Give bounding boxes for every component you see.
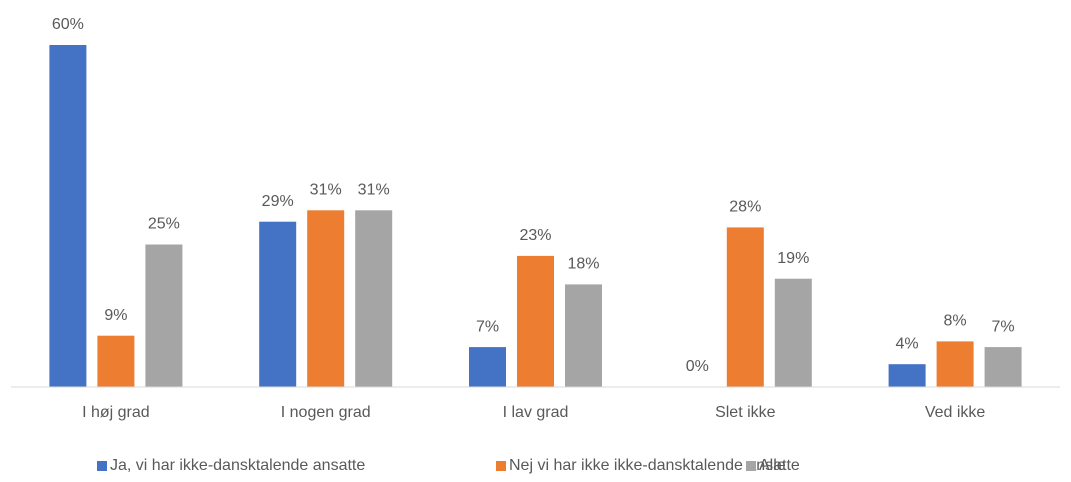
data-label: 8% bbox=[944, 313, 967, 330]
data-label: 60% bbox=[52, 16, 84, 33]
legend-label: Nej vi har ikke ikke-dansktalende ansatt… bbox=[509, 457, 800, 474]
legend-label: Ja, vi har ikke-dansktalende ansatte bbox=[110, 457, 365, 474]
bar bbox=[49, 45, 87, 387]
x-tick-label: I høj grad bbox=[82, 404, 150, 421]
data-label: 29% bbox=[262, 193, 294, 210]
x-tick-label: Slet ikke bbox=[715, 404, 776, 421]
legend-swatch bbox=[97, 461, 107, 471]
bar bbox=[259, 221, 297, 387]
x-tick-label: Ved ikke bbox=[925, 404, 986, 421]
bar bbox=[97, 335, 135, 387]
bar bbox=[774, 278, 812, 387]
data-label: 18% bbox=[567, 256, 599, 273]
data-label: 31% bbox=[310, 182, 342, 199]
bar bbox=[355, 210, 393, 387]
bar bbox=[565, 284, 602, 387]
bar bbox=[984, 347, 1022, 387]
bar bbox=[145, 244, 183, 387]
legend-swatch bbox=[746, 461, 756, 471]
bar bbox=[726, 227, 764, 387]
data-label: 4% bbox=[896, 335, 919, 352]
bar bbox=[888, 364, 926, 387]
data-label: 28% bbox=[729, 199, 761, 216]
x-tick-label: I lav grad bbox=[503, 404, 569, 421]
legend-label: Alle bbox=[759, 457, 786, 474]
data-label: 0% bbox=[686, 358, 709, 375]
x-tick-label: I nogen grad bbox=[281, 404, 371, 421]
bar bbox=[469, 347, 506, 387]
data-label: 25% bbox=[148, 216, 180, 233]
legend-swatch bbox=[496, 461, 506, 471]
data-label: 23% bbox=[519, 227, 551, 244]
bar bbox=[517, 255, 554, 387]
data-label: 31% bbox=[358, 182, 390, 199]
data-label: 9% bbox=[104, 307, 127, 324]
data-label: 19% bbox=[777, 250, 809, 267]
data-label: 7% bbox=[476, 318, 499, 335]
bar bbox=[307, 210, 345, 387]
bar bbox=[936, 341, 974, 387]
data-label: 7% bbox=[992, 318, 1015, 335]
